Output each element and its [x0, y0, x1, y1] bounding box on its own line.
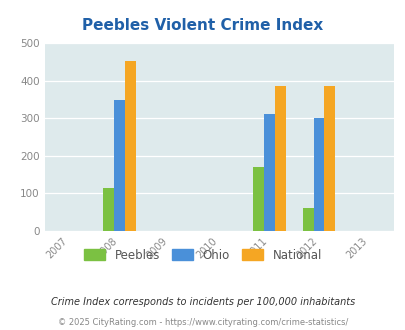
Bar — [274, 86, 285, 231]
Bar — [252, 167, 263, 231]
Text: Crime Index corresponds to incidents per 100,000 inhabitants: Crime Index corresponds to incidents per… — [51, 297, 354, 307]
Bar — [114, 100, 125, 231]
Bar — [324, 86, 335, 231]
Bar — [125, 61, 136, 231]
Bar — [302, 209, 313, 231]
Text: © 2025 CityRating.com - https://www.cityrating.com/crime-statistics/: © 2025 CityRating.com - https://www.city… — [58, 318, 347, 327]
Legend: Peebles, Ohio, National: Peebles, Ohio, National — [79, 244, 326, 266]
Bar — [313, 118, 324, 231]
Bar — [103, 188, 114, 231]
Text: Peebles Violent Crime Index: Peebles Violent Crime Index — [82, 18, 323, 33]
Bar — [263, 115, 274, 231]
